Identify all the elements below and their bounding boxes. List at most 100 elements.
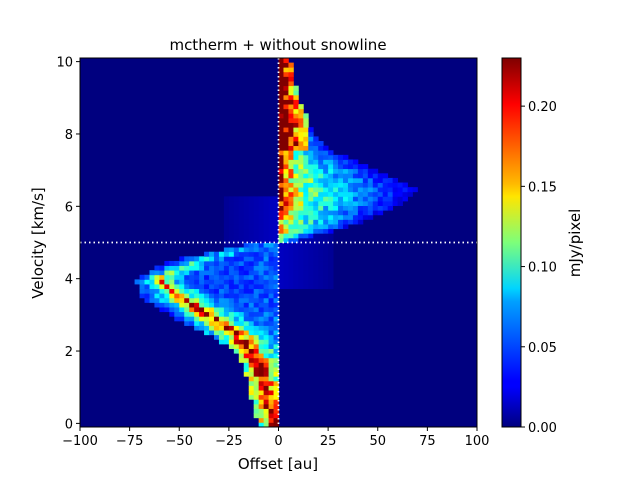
heatmap-cell: [233, 316, 240, 322]
heatmap-cell: [387, 182, 394, 188]
heatmap-cell: [238, 353, 245, 359]
heatmap-cell: [357, 196, 364, 202]
heatmap-cell: [343, 159, 349, 165]
heatmap-cell: [313, 265, 319, 271]
heatmap-cell: [268, 196, 274, 202]
heatmap-cell: [209, 288, 215, 294]
heatmap-cell: [248, 293, 255, 299]
heatmap-cell: [278, 274, 284, 280]
heatmap-cell: [397, 196, 403, 202]
heatmap-cell: [258, 339, 265, 345]
heatmap-cell: [278, 177, 284, 183]
heatmap-cell: [139, 293, 145, 299]
heatmap-cell: [233, 330, 240, 336]
heatmap-cell: [238, 288, 245, 294]
heatmap-cell: [273, 200, 279, 206]
heatmap-cell: [318, 191, 324, 197]
heatmap-cell: [313, 219, 319, 225]
heatmap-cell: [159, 307, 165, 313]
heatmap-cell: [328, 196, 334, 202]
heatmap-cell: [293, 99, 299, 105]
heatmap-cell: [223, 205, 230, 211]
heatmap-cell: [333, 164, 339, 170]
heatmap-cell: [253, 408, 260, 414]
heatmap-cell: [189, 302, 195, 308]
heatmap-cell: [392, 177, 398, 183]
heatmap-cell: [268, 376, 274, 382]
heatmap-cell: [347, 168, 354, 174]
heatmap-cell: [303, 214, 309, 220]
heatmap-cell: [159, 302, 165, 308]
heatmap-cell: [308, 228, 314, 234]
heatmap-cell: [343, 177, 349, 183]
heatmap-cell: [169, 265, 175, 271]
heatmap-cell: [233, 288, 240, 294]
heatmap-cell: [313, 224, 319, 230]
heatmap-cell: [298, 210, 304, 216]
heatmap-cell: [209, 270, 215, 276]
heatmap-cell: [253, 210, 260, 216]
heatmap-cell: [293, 219, 299, 225]
heatmap-cell: [248, 288, 255, 294]
heatmap-cell: [213, 293, 220, 299]
heatmap-cell: [323, 191, 329, 197]
heatmap-cell: [253, 219, 260, 225]
heatmap-cell: [253, 380, 260, 386]
heatmap-cell: [273, 316, 279, 322]
heatmap-cell: [303, 164, 309, 170]
heatmap-cell: [273, 330, 279, 336]
heatmap-cell: [144, 284, 150, 290]
heatmap-cell: [298, 214, 304, 220]
heatmap-cell: [204, 274, 210, 280]
heatmap-cell: [204, 320, 210, 326]
heatmap-cell: [328, 284, 334, 290]
heatmap-cell: [238, 274, 245, 280]
heatmap-cell: [174, 307, 180, 313]
heatmap-cell: [283, 131, 289, 137]
heatmap-cell: [288, 196, 294, 202]
heatmap-cell: [223, 224, 230, 230]
heatmap-cell: [199, 293, 205, 299]
heatmap-cell: [263, 348, 269, 354]
heatmap-cell: [174, 316, 180, 322]
heatmap-cell: [338, 214, 344, 220]
heatmap-cell: [333, 191, 339, 197]
heatmap-cell: [303, 247, 309, 253]
heatmap-cell: [293, 251, 299, 257]
heatmap-cell: [273, 297, 279, 303]
heatmap-cell: [258, 302, 265, 308]
heatmap-cell: [313, 141, 319, 147]
heatmap-cell: [308, 284, 314, 290]
heatmap-cell: [248, 307, 255, 313]
heatmap-cell: [194, 256, 200, 262]
heatmap-cell: [333, 154, 339, 160]
heatmap-cell: [377, 200, 384, 206]
heatmap-cell: [283, 104, 289, 110]
heatmap-cell: [263, 307, 269, 313]
heatmap-cell: [258, 362, 265, 368]
heatmap-cell: [397, 187, 403, 193]
heatmap-cell: [179, 316, 185, 322]
colorbar-tick-label: 0.05: [528, 341, 557, 356]
heatmap-cell: [223, 233, 230, 239]
heatmap-cell: [248, 210, 255, 216]
heatmap-cell: [218, 288, 225, 294]
heatmap-cell: [268, 348, 274, 354]
heatmap-cell: [258, 399, 265, 405]
heatmap-cell: [179, 284, 185, 290]
heatmap-cell: [213, 284, 220, 290]
heatmap-cell: [248, 205, 255, 211]
heatmap-cell: [209, 256, 215, 262]
heatmap-cell: [308, 136, 314, 142]
heatmap-cell: [218, 256, 225, 262]
heatmap-cell: [298, 127, 304, 133]
heatmap-cell: [303, 270, 309, 276]
heatmap-cell: [209, 311, 215, 317]
heatmap-cell: [397, 182, 403, 188]
heatmap-cell: [278, 154, 284, 160]
heatmap-cell: [194, 316, 200, 322]
x-tick-label: −75: [116, 434, 143, 449]
heatmap-cell: [258, 210, 265, 216]
heatmap-cell: [298, 182, 304, 188]
heatmap-cell: [328, 173, 334, 179]
